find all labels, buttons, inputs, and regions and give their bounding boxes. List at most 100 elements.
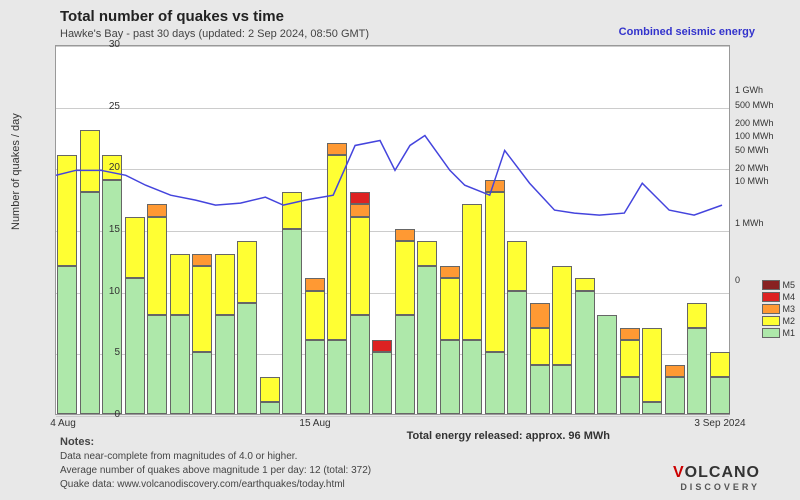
bar-segment-m1 — [552, 365, 572, 414]
bar-segment-m4 — [350, 192, 370, 204]
bar-segment-m1 — [507, 291, 527, 414]
bar-segment-m3 — [620, 328, 640, 340]
bar-segment-m3 — [395, 229, 415, 241]
plot-area — [55, 45, 730, 415]
bar-segment-m1 — [125, 278, 145, 414]
logo-subtitle: DISCOVERY — [673, 482, 760, 492]
legend-item: M5 — [762, 280, 795, 290]
bar-segment-m1 — [350, 315, 370, 414]
notes-block: Notes: Data near-complete from magnitude… — [60, 435, 371, 492]
bar-segment-m2 — [125, 217, 145, 279]
bar-segment-m1 — [215, 315, 235, 414]
legend-label: M4 — [782, 292, 795, 302]
y-tick-label: 0 — [90, 409, 120, 420]
bar-segment-m2 — [552, 266, 572, 365]
bar-segment-m1 — [372, 352, 392, 414]
legend-swatch — [762, 328, 780, 338]
y-tick-label: 15 — [90, 224, 120, 235]
y-tick-label: 20 — [90, 162, 120, 173]
bar-segment-m1 — [597, 315, 617, 414]
bar-segment-m2 — [170, 254, 190, 316]
bar-segment-m2 — [237, 241, 257, 303]
bar-segment-m2 — [305, 291, 325, 340]
bar-chart — [56, 46, 729, 414]
bar-segment-m3 — [192, 254, 212, 266]
bar-segment-m3 — [485, 180, 505, 192]
bar-segment-m1 — [102, 180, 122, 414]
y-tick-label: 25 — [90, 101, 120, 112]
bar-segment-m1 — [147, 315, 167, 414]
chart-title: Total number of quakes vs time — [60, 8, 284, 25]
bar-segment-m2 — [687, 303, 707, 328]
y-tick-label: 10 — [90, 286, 120, 297]
bar-segment-m2 — [642, 328, 662, 402]
legend-item: M4 — [762, 292, 795, 302]
logo-v-icon: V — [673, 464, 685, 481]
bar-segment-m1 — [237, 303, 257, 414]
bar-segment-m4 — [372, 340, 392, 352]
legend-label: M3 — [782, 304, 795, 314]
bar-segment-m2 — [462, 204, 482, 340]
bar-segment-m2 — [327, 155, 347, 340]
bar-segment-m2 — [417, 241, 437, 266]
bar-segment-m2 — [575, 278, 595, 290]
bar-segment-m2 — [215, 254, 235, 316]
chart-container: Total number of quakes vs time Hawke's B… — [0, 0, 800, 500]
bar-segment-m1 — [192, 352, 212, 414]
bar-segment-m3 — [305, 278, 325, 290]
bar-segment-m2 — [147, 217, 167, 316]
y-axis-label: Number of quakes / day — [10, 113, 22, 230]
bar-segment-m2 — [80, 130, 100, 192]
bar-segment-m1 — [485, 352, 505, 414]
bar-segment-m1 — [305, 340, 325, 414]
bar-segment-m2 — [440, 278, 460, 340]
legend-label: M1 — [782, 328, 795, 338]
legend-swatch — [762, 316, 780, 326]
bar-segment-m2 — [620, 340, 640, 377]
energy-total: Total energy released: approx. 96 MWh — [407, 430, 610, 442]
note-line: Quake data: www.volcanodiscovery.com/ear… — [60, 478, 371, 492]
x-tick-label: 15 Aug — [299, 418, 330, 429]
bar-segment-m1 — [642, 402, 662, 414]
legend-item: M3 — [762, 304, 795, 314]
y2-tick-label: 1 GWh — [735, 85, 790, 95]
legend-label: M5 — [782, 280, 795, 290]
y2-tick-label: 1 MWh — [735, 218, 790, 228]
y2-tick-label: 200 MWh — [735, 118, 790, 128]
legend-label: M2 — [782, 316, 795, 326]
bar-segment-m1 — [620, 377, 640, 414]
y2-tick-label: 20 MWh — [735, 163, 790, 173]
bar-segment-m3 — [327, 143, 347, 155]
bar-segment-m1 — [575, 291, 595, 414]
y2-tick-label: 500 MWh — [735, 100, 790, 110]
bar-segment-m3 — [147, 204, 167, 216]
note-line: Average number of quakes above magnitude… — [60, 464, 371, 478]
y-tick-label: 30 — [90, 39, 120, 50]
y2-tick-label: 100 MWh — [735, 131, 790, 141]
bar-segment-m3 — [530, 303, 550, 328]
bar-segment-m2 — [530, 328, 550, 365]
bar-segment-m2 — [192, 266, 212, 352]
bar-segment-m1 — [395, 315, 415, 414]
bar-segment-m1 — [462, 340, 482, 414]
x-tick-label: 3 Sep 2024 — [694, 418, 745, 429]
note-line: Data near-complete from magnitudes of 4.… — [60, 450, 371, 464]
bar-segment-m1 — [530, 365, 550, 414]
y2-tick-label: 50 MWh — [735, 145, 790, 155]
secondary-axis-label: Combined seismic energy — [619, 26, 755, 38]
y-tick-label: 5 — [90, 347, 120, 358]
bar-segment-m1 — [687, 328, 707, 414]
bar-segment-m2 — [507, 241, 527, 290]
notes-title: Notes: — [60, 435, 371, 450]
bar-segment-m2 — [710, 352, 730, 377]
bar-segment-m3 — [440, 266, 460, 278]
legend-swatch — [762, 280, 780, 290]
bar-segment-m1 — [710, 377, 730, 414]
bar-segment-m1 — [440, 340, 460, 414]
bar-segment-m3 — [350, 204, 370, 216]
y2-tick-label: 10 MWh — [735, 176, 790, 186]
bar-segment-m2 — [282, 192, 302, 229]
logo-text: OLCANO — [685, 464, 760, 481]
bar-segment-m1 — [282, 229, 302, 414]
bar-segment-m2 — [395, 241, 415, 315]
